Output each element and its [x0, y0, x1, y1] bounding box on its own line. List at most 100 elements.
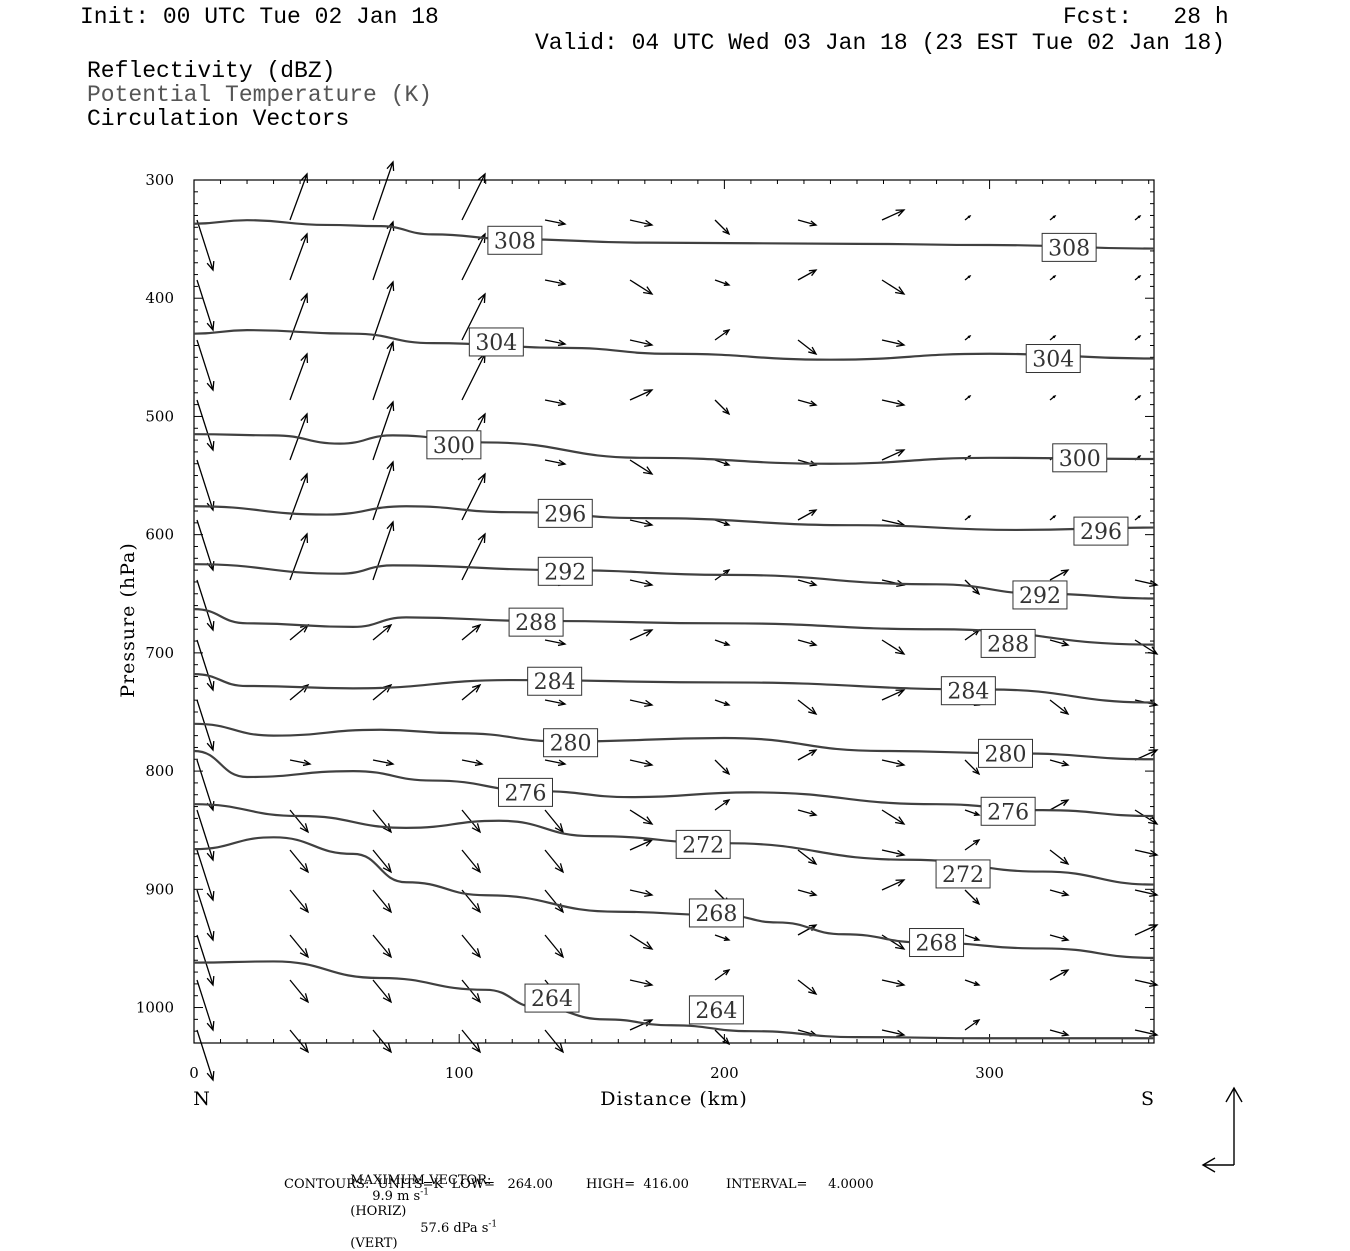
- vector-shaft: [196, 519, 214, 571]
- vector-head: [300, 172, 309, 184]
- contour-280: [193, 722, 1155, 761]
- vector-arrow: [196, 809, 215, 862]
- vector-shaft: [544, 759, 566, 765]
- vector-head: [299, 863, 310, 874]
- vector-head: [972, 587, 981, 596]
- contour-label-272: 272: [942, 863, 984, 888]
- vector-arrow: [881, 849, 906, 858]
- vector-arrow: [1134, 514, 1142, 521]
- vector-arrow: [881, 639, 906, 655]
- vector-head: [896, 759, 906, 768]
- vector-head: [1060, 969, 1070, 977]
- vector-arrow: [1049, 394, 1057, 401]
- contour-label-292: 292: [1019, 584, 1061, 609]
- vector-arrow: [714, 279, 731, 286]
- vector-shaft: [714, 399, 730, 415]
- vector-shaft: [544, 889, 564, 913]
- vector-arrow: [1134, 394, 1142, 401]
- vector-arrow: [289, 232, 309, 281]
- vector-head: [643, 389, 654, 397]
- vector-head: [644, 219, 654, 228]
- x-tick-label: 0: [189, 1064, 199, 1082]
- vector-head: [1137, 514, 1142, 519]
- vector-shaft: [461, 934, 481, 958]
- vector-head: [557, 639, 567, 647]
- vector-arrow: [881, 279, 906, 295]
- vector-shaft: [544, 339, 566, 345]
- vector-shaft: [372, 979, 392, 1003]
- vector-head: [1060, 706, 1070, 716]
- vector-shaft: [289, 233, 308, 281]
- vector-shaft: [372, 521, 394, 581]
- max-vector-line: MAXIMUM VECTOR: 9.9 m s-1 (HORIZ) 57.6 d…: [342, 1158, 497, 1251]
- vector-shaft: [1049, 569, 1069, 581]
- vector-shaft: [196, 399, 214, 451]
- contour-292: [193, 563, 1155, 600]
- vector-head: [1052, 274, 1057, 279]
- vector-head: [1061, 640, 1070, 647]
- x-tick-label: 100: [445, 1064, 474, 1082]
- vector-head: [808, 269, 818, 277]
- vector-shaft: [289, 353, 308, 401]
- contour-308: [193, 219, 1155, 250]
- vector-head: [206, 440, 215, 452]
- vector-head: [554, 823, 565, 834]
- vector-head: [896, 1029, 906, 1038]
- vector-arrow: [544, 889, 565, 914]
- vector-arrow: [964, 214, 972, 221]
- vector-head: [1060, 856, 1070, 866]
- contour-label-box: [909, 928, 965, 958]
- contour-304: [193, 329, 1155, 361]
- vector-arrow: [372, 849, 393, 874]
- vector-head: [299, 948, 310, 959]
- vector-arrow: [289, 352, 309, 401]
- vector-shaft: [881, 399, 905, 406]
- cross-section-chart: 300 400 500 600 700 800 900 1000 0 100 200 300 308…: [117, 160, 1243, 1173]
- vector-shaft: [714, 759, 730, 775]
- contour-label-288: 288: [987, 632, 1029, 657]
- vector-shaft: [372, 461, 394, 521]
- contour-label-box: [487, 225, 543, 255]
- vector-arrow: [544, 639, 567, 647]
- vector-shaft: [714, 1029, 730, 1045]
- vector-head: [206, 680, 215, 692]
- vector-arrow: [629, 279, 654, 295]
- vector-arrow: [372, 160, 395, 221]
- vector-arrow: [544, 459, 567, 467]
- contour-label-292: 292: [544, 560, 586, 585]
- vector-shaft: [1049, 1029, 1069, 1036]
- vector-arrow: [797, 219, 818, 227]
- vector-shaft: [461, 173, 486, 221]
- vector-head: [1137, 214, 1142, 219]
- contour-label-box: [543, 728, 599, 758]
- vector-head: [972, 897, 981, 906]
- vector-arrow: [461, 1029, 482, 1054]
- vector-arrow: [544, 809, 565, 834]
- vector-arrow: [881, 979, 906, 988]
- y-tick-label: 700: [145, 644, 174, 662]
- vector-head: [643, 286, 654, 295]
- vector-head: [299, 1043, 310, 1054]
- vector-shaft: [461, 849, 481, 873]
- vector-arrow: [1049, 334, 1057, 341]
- vector-shaft: [544, 809, 564, 833]
- vector-shaft: [1049, 969, 1069, 981]
- vector-arrow: [797, 809, 818, 817]
- vector-head: [1148, 816, 1159, 825]
- contour-label-280: 280: [550, 732, 592, 757]
- vector-shaft: [1134, 979, 1158, 986]
- vector-shaft: [629, 579, 653, 586]
- vector-head: [382, 993, 393, 1004]
- vector-head: [643, 629, 654, 637]
- vector-head: [1052, 214, 1057, 219]
- vector-arrow: [289, 934, 310, 959]
- vector-arrow: [797, 699, 818, 716]
- vector-shaft: [797, 889, 817, 896]
- vector-shaft: [196, 849, 214, 901]
- vector-shaft: [289, 934, 309, 958]
- vector-head: [809, 220, 818, 227]
- contour-label-300: 300: [433, 434, 475, 459]
- contour-label-268: 268: [695, 902, 737, 927]
- vector-shaft: [629, 389, 653, 401]
- vector-head: [1061, 1030, 1070, 1037]
